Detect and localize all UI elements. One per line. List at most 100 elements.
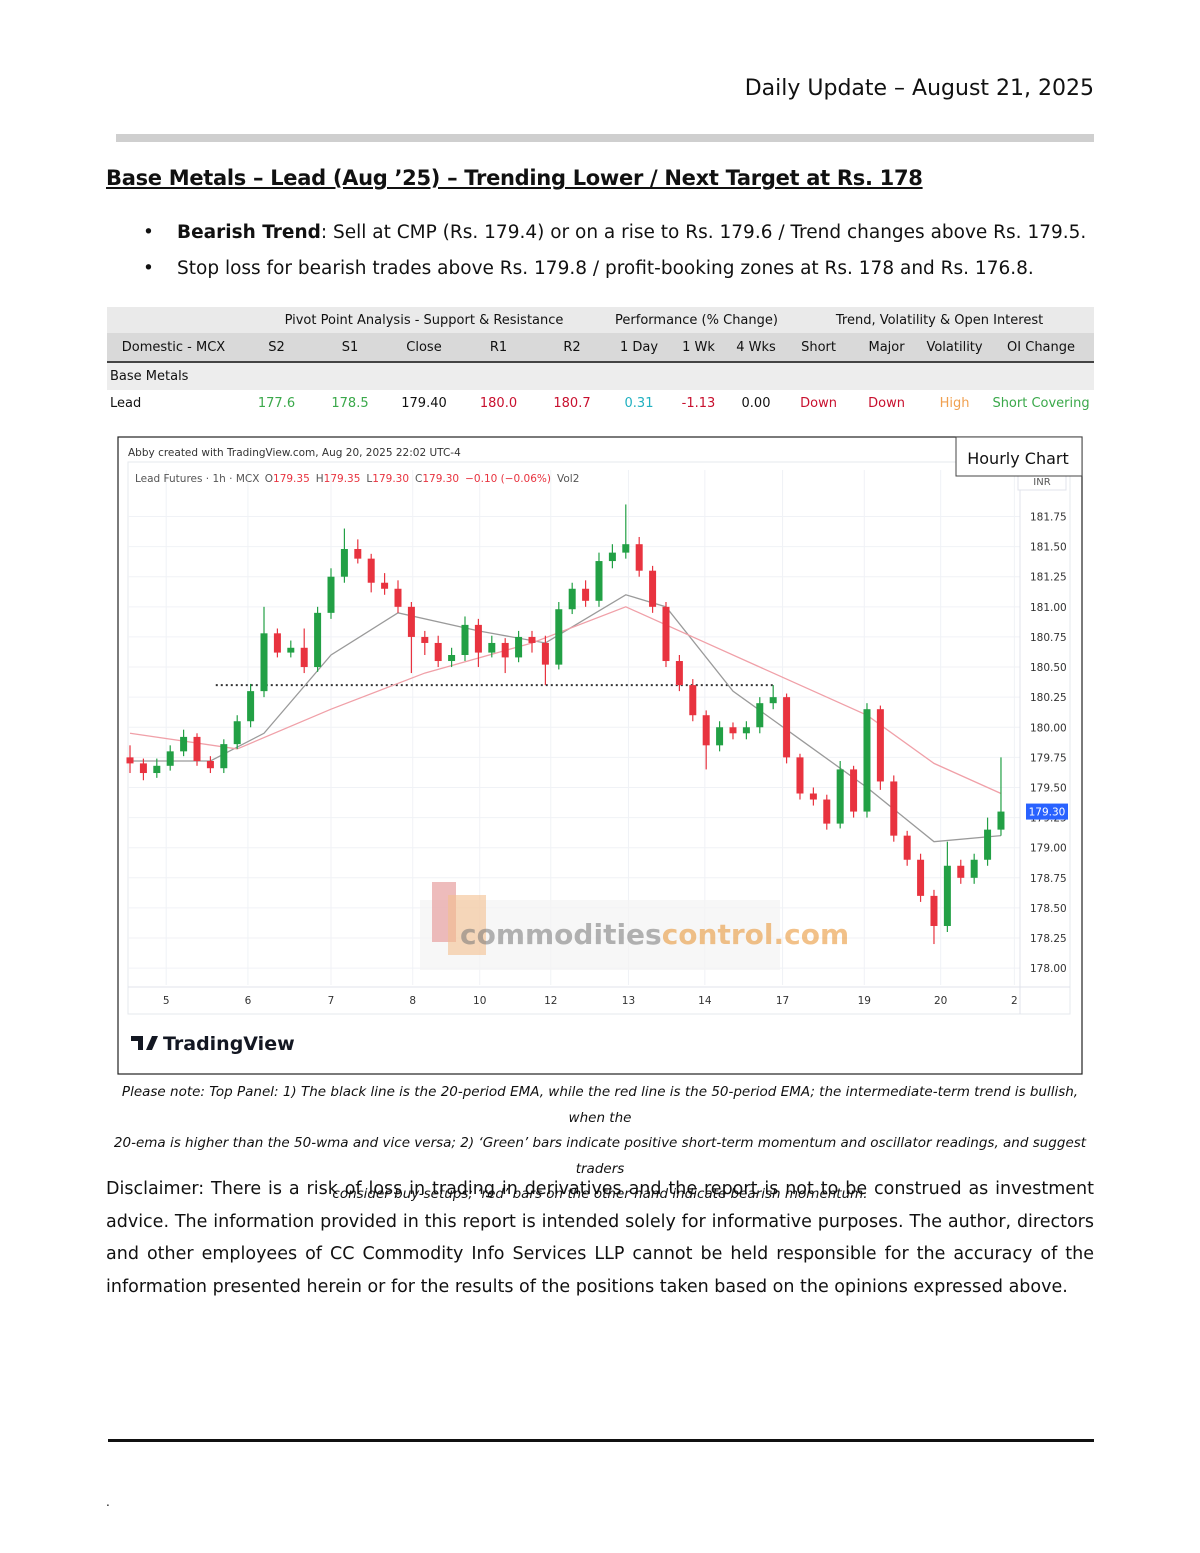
candle-body <box>850 769 858 812</box>
header-title: Daily Update – August 21, 2025 <box>744 76 1094 101</box>
candle-body <box>729 727 737 734</box>
currency: INR <box>1033 477 1050 488</box>
column-header: Short <box>785 333 853 363</box>
candle-body <box>354 549 362 559</box>
candle-body <box>970 859 978 878</box>
x-tick-label: 7 <box>328 995 335 1007</box>
candle-body <box>287 647 295 653</box>
y-tick-label: 180.50 <box>1030 662 1067 674</box>
ema-line <box>129 606 1002 795</box>
cell: Lead <box>110 396 142 411</box>
cell: 178.5 <box>331 396 369 411</box>
tag: Hourly Chart <box>967 449 1069 468</box>
legend-key: L <box>366 473 372 485</box>
candle-body <box>943 865 951 926</box>
candle-body <box>300 647 308 668</box>
watermark-logo <box>448 895 486 955</box>
cell: 179.40 <box>401 396 447 411</box>
candle-body <box>474 624 482 653</box>
candle-body <box>367 558 375 583</box>
candle-body <box>836 769 844 824</box>
candle-body <box>890 781 898 836</box>
last-price-box <box>1026 803 1068 820</box>
candle-body <box>501 642 509 658</box>
group-header: Performance (% Change) <box>608 307 786 333</box>
candle-body <box>756 703 764 728</box>
footer: . <box>106 1495 110 1509</box>
x-tick-label: 20 <box>934 995 947 1007</box>
x-tick-label: 6 <box>245 995 252 1007</box>
legend-value: 179.30 <box>372 473 409 485</box>
candle-body <box>863 709 871 812</box>
section-label: Base Metals <box>107 362 1095 390</box>
y-tick-label: 181.00 <box>1030 602 1067 614</box>
candle-body <box>448 655 456 662</box>
candle-body <box>461 624 469 655</box>
legend-volume: Vol2 <box>557 473 579 485</box>
watermark-part: control.com <box>662 918 849 951</box>
candle-body <box>702 715 710 746</box>
candle-body <box>139 763 147 774</box>
legend: Lead Futures · 1h · MCX O179.35 H179.35 L17… <box>135 473 579 485</box>
column-header: R1 <box>461 333 536 363</box>
divider <box>116 134 1094 142</box>
legend-key: C <box>415 473 422 485</box>
y-tick-label: 180.25 <box>1030 692 1067 704</box>
candle-body <box>622 544 630 553</box>
candle-body <box>193 736 201 761</box>
y-tick-label: 179.50 <box>1030 782 1067 794</box>
candle-body <box>488 642 496 653</box>
watermark-part: commodities <box>460 918 662 951</box>
candle-body <box>662 606 670 662</box>
column-header: Major <box>852 333 922 363</box>
candle-body <box>541 642 549 665</box>
candle-body <box>273 633 281 653</box>
last-price-label: 179.30 <box>1029 807 1066 819</box>
column-header: 1 Wk <box>670 333 727 363</box>
cell <box>107 307 240 333</box>
y-tick-label: 179.75 <box>1030 752 1067 764</box>
candle-body <box>823 799 831 824</box>
y-tick-label: 181.25 <box>1030 572 1067 584</box>
cell: 177.6 <box>257 396 296 411</box>
section-row: Base Metals <box>107 362 1095 390</box>
candle-body <box>528 636 536 643</box>
candle-body <box>394 588 402 607</box>
column-header: 1 Day <box>608 333 670 363</box>
candle-body <box>568 588 576 610</box>
x-tick-label: 14 <box>698 995 712 1007</box>
candle-body <box>595 561 603 601</box>
candle-body <box>997 811 1005 830</box>
candle-body <box>206 760 214 769</box>
column-header: OI Change <box>988 333 1095 363</box>
candle-body <box>314 612 322 668</box>
candle-body <box>220 744 228 769</box>
column-header: S1 <box>313 333 387 363</box>
y-tick-label: 178.00 <box>1030 963 1067 975</box>
candle-body <box>434 642 442 662</box>
disclaimer: Disclaimer: There is a risk of loss in t… <box>106 1179 1094 1298</box>
cell: Down <box>800 396 837 411</box>
candle-body <box>649 570 657 607</box>
legend-value: 179.35 <box>273 473 310 485</box>
candle-body <box>984 829 992 860</box>
column-header: Domestic - MCX <box>107 333 240 363</box>
group-header-row: Pivot Point Analysis - Support & Resista… <box>107 307 1095 333</box>
group-header: Trend, Volatility & Open Interest <box>785 307 1095 333</box>
candle-body <box>957 865 965 878</box>
candle-body <box>876 709 884 782</box>
candle-body <box>407 606 415 637</box>
column-header: 4 Wks <box>727 333 786 363</box>
cell: High <box>939 396 970 411</box>
candle-body <box>742 727 750 734</box>
bullet-bold: Bearish Trend <box>177 222 321 243</box>
y-tick-label: 181.75 <box>1030 511 1067 523</box>
candle-body <box>930 895 938 926</box>
cell: Down <box>868 396 905 411</box>
legend-key: O <box>265 473 273 485</box>
bullet-text: Stop loss for bearish trades above Rs. 1… <box>177 258 1034 279</box>
y-tick-label: 178.25 <box>1030 933 1067 945</box>
cell: 0.31 <box>624 396 654 411</box>
x-tick-label: 12 <box>544 995 557 1007</box>
